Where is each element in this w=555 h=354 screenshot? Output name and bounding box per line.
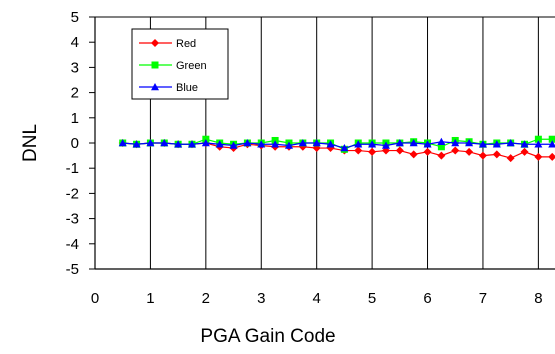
y-tick-label: 2: [71, 85, 79, 102]
data-point-green: [548, 135, 555, 143]
data-point-blue: [548, 140, 555, 148]
data-point-blue: [409, 139, 418, 147]
legend-marker-blue: [151, 83, 159, 91]
data-point-red: [520, 147, 529, 156]
data-point-red: [548, 152, 555, 161]
data-point-red: [368, 147, 377, 156]
y-tick-label: 4: [71, 34, 79, 51]
data-point-red: [492, 150, 501, 159]
series-red: [118, 139, 555, 163]
data-point-blue: [187, 140, 196, 148]
data-point-blue: [478, 140, 487, 148]
axes: [89, 16, 555, 270]
data-point-blue: [284, 141, 293, 149]
series-layer: [118, 135, 555, 163]
data-point-blue: [271, 140, 280, 148]
x-tick-label: 0: [91, 290, 99, 307]
tick-labels: 5 4 3 2 1 0 -1 -2 -3 -4 -5 0 1 2 3 4 5 6 7 8: [66, 9, 543, 307]
data-point-blue: [368, 140, 377, 148]
x-axis-title: PGA Gain Code: [200, 326, 335, 347]
data-point-blue: [118, 139, 127, 147]
x-tick-label: 2: [202, 290, 210, 307]
data-point-blue: [465, 139, 474, 147]
data-point-blue: [492, 140, 501, 148]
x-tick-label: 4: [313, 290, 321, 307]
x-tick-label: 1: [146, 290, 154, 307]
data-point-green: [534, 135, 542, 143]
data-point-blue: [506, 139, 515, 147]
data-point-blue: [174, 140, 183, 148]
data-point-blue: [520, 140, 529, 148]
data-point-red: [534, 152, 543, 161]
series-blue: [118, 137, 555, 152]
y-tick-label: 3: [71, 59, 79, 76]
data-point-blue: [201, 139, 210, 147]
y-tick-label: -5: [66, 261, 79, 278]
data-point-blue: [451, 139, 460, 147]
y-tick-label: -1: [66, 160, 79, 177]
legend-label-red: Red: [176, 38, 196, 50]
data-point-blue: [395, 139, 404, 147]
data-point-blue: [132, 140, 141, 148]
data-point-green: [437, 143, 445, 151]
legend-marker-red: [151, 39, 159, 47]
data-point-blue: [298, 139, 307, 147]
data-point-blue: [437, 137, 446, 145]
legend-marker-green: [151, 61, 159, 69]
data-point-blue: [381, 141, 390, 149]
data-point-red: [354, 146, 363, 155]
data-point-blue: [354, 140, 363, 148]
x-tick-label: 6: [423, 290, 431, 307]
y-tick-label: 1: [71, 110, 79, 127]
y-tick-label: -3: [66, 211, 79, 228]
data-point-red: [478, 151, 487, 160]
data-point-blue: [215, 140, 224, 148]
data-point-blue: [534, 140, 543, 148]
legend-label-green: Green: [176, 60, 207, 72]
x-tick-label: 8: [534, 290, 542, 307]
data-point-red: [423, 147, 432, 156]
data-point-blue: [229, 141, 238, 149]
y-tick-label: 5: [71, 9, 79, 26]
series-line-red: [122, 142, 553, 159]
legend: Red Green Blue: [131, 28, 229, 100]
data-point-blue: [340, 144, 349, 152]
data-point-blue: [257, 140, 266, 148]
data-point-blue: [146, 139, 155, 147]
x-tick-label: 5: [368, 290, 376, 307]
y-tick-label: -2: [66, 185, 79, 202]
data-point-blue: [243, 139, 252, 147]
legend-label-blue: Blue: [176, 82, 198, 94]
y-axis-title: DNL: [20, 124, 41, 162]
data-point-red: [451, 146, 460, 155]
x-tick-label: 7: [479, 290, 487, 307]
y-tick-label: 0: [71, 135, 79, 152]
data-point-blue: [326, 140, 335, 148]
data-point-blue: [423, 140, 432, 148]
data-point-red: [409, 150, 418, 159]
data-point-red: [395, 146, 404, 155]
y-tick-label: -4: [66, 236, 79, 253]
data-point-red: [437, 151, 446, 160]
data-point-blue: [160, 139, 169, 147]
data-point-red: [506, 154, 515, 163]
x-tick-label: 3: [257, 290, 265, 307]
data-point-red: [465, 147, 474, 156]
series-line-blue: [122, 141, 553, 149]
data-point-blue: [312, 139, 321, 147]
